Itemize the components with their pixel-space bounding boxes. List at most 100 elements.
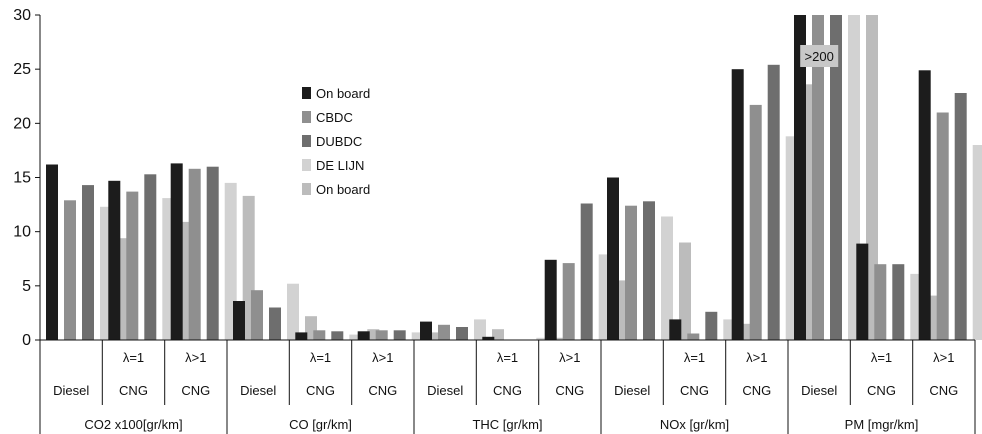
legend-label: On board bbox=[316, 86, 370, 101]
bar bbox=[313, 330, 326, 341]
fuel-label: CNG bbox=[555, 383, 584, 398]
bar bbox=[126, 191, 139, 340]
legend-label: DUBDC bbox=[316, 134, 362, 149]
bar bbox=[679, 242, 691, 340]
fuel-label: CNG bbox=[119, 383, 148, 398]
y-tick-label: 5 bbox=[22, 278, 31, 295]
bar bbox=[188, 168, 201, 340]
bar bbox=[607, 177, 619, 340]
legend-swatch bbox=[302, 159, 311, 171]
bar bbox=[108, 180, 121, 341]
condition-label: λ=1 bbox=[871, 350, 892, 365]
fuel-label: CNG bbox=[368, 383, 397, 398]
bar bbox=[474, 319, 486, 340]
bar bbox=[687, 333, 700, 340]
bar bbox=[936, 112, 949, 340]
fuel-label: CNG bbox=[867, 383, 896, 398]
y-tick-label: 30 bbox=[13, 7, 31, 24]
y-tick-label: 25 bbox=[13, 61, 31, 78]
bar bbox=[269, 307, 281, 340]
fuel-label: CNG bbox=[306, 383, 335, 398]
pollutant-label: PM [mgr/km] bbox=[845, 417, 919, 432]
axes-layer: 0 5 10 15 20 25 30 Diesel λ=1 CNG λ>1 CNG Diesel λ=1 C… bbox=[13, 7, 976, 434]
bar bbox=[918, 70, 931, 341]
annotation-box bbox=[800, 45, 839, 67]
annotations-layer: >200 bbox=[800, 45, 839, 67]
bar bbox=[46, 164, 58, 340]
bar bbox=[544, 259, 557, 340]
bar bbox=[580, 203, 593, 340]
condition-label: λ=1 bbox=[123, 350, 144, 365]
bar bbox=[643, 201, 655, 340]
condition-label: λ=1 bbox=[684, 350, 705, 365]
legend-label: DE LIJN bbox=[316, 158, 364, 173]
bar bbox=[224, 182, 237, 340]
bar bbox=[749, 104, 762, 341]
bar bbox=[661, 216, 673, 340]
condition-label: λ>1 bbox=[559, 350, 580, 365]
fuel-label: Diesel bbox=[614, 383, 650, 398]
bar bbox=[375, 330, 388, 341]
bar bbox=[892, 264, 905, 340]
bar bbox=[830, 15, 842, 340]
bar bbox=[705, 311, 718, 340]
legend-swatch bbox=[302, 111, 311, 123]
legend-swatch bbox=[302, 87, 311, 99]
bar bbox=[482, 336, 495, 341]
fuel-label: CNG bbox=[929, 383, 958, 398]
fuel-label: CNG bbox=[742, 383, 771, 398]
legend-swatch bbox=[302, 135, 311, 147]
bar bbox=[287, 283, 299, 340]
bar bbox=[233, 301, 245, 340]
bar bbox=[954, 93, 967, 340]
fuel-label: CNG bbox=[181, 383, 210, 398]
condition-label: λ>1 bbox=[185, 350, 206, 365]
bar bbox=[206, 166, 219, 340]
fuel-label: CNG bbox=[680, 383, 709, 398]
annotation-label: >200 bbox=[805, 49, 834, 64]
bar bbox=[438, 324, 450, 340]
bar bbox=[393, 330, 406, 341]
bar bbox=[866, 15, 878, 340]
bar bbox=[82, 185, 94, 340]
legend-swatch bbox=[302, 183, 311, 195]
bar bbox=[812, 15, 824, 340]
condition-label: λ>1 bbox=[746, 350, 767, 365]
bar bbox=[669, 319, 682, 340]
bar bbox=[367, 329, 380, 340]
y-tick-label: 10 bbox=[13, 224, 31, 241]
fuel-label: Diesel bbox=[240, 383, 276, 398]
bar bbox=[767, 64, 780, 341]
bar bbox=[562, 263, 575, 340]
bar bbox=[349, 334, 362, 340]
legend-label: CBDC bbox=[316, 110, 353, 125]
pollutant-label: THC [gr/km] bbox=[472, 417, 542, 432]
bar bbox=[456, 327, 468, 340]
bar bbox=[295, 332, 308, 340]
legend-label: On board bbox=[316, 182, 370, 197]
bar bbox=[492, 329, 504, 340]
bar bbox=[731, 69, 744, 340]
fuel-label: Diesel bbox=[427, 383, 463, 398]
bar bbox=[251, 290, 263, 340]
fuel-label: Diesel bbox=[53, 383, 89, 398]
condition-label: λ>1 bbox=[372, 350, 393, 365]
bar bbox=[794, 15, 806, 340]
condition-label: λ=1 bbox=[497, 350, 518, 365]
legend: On board CBDC DUBDC DE LIJN On board bbox=[302, 86, 370, 197]
pollutant-label: CO [gr/km] bbox=[289, 417, 352, 432]
bar bbox=[856, 243, 869, 340]
bar bbox=[625, 205, 637, 340]
bar bbox=[331, 331, 344, 340]
bar bbox=[170, 163, 183, 340]
bar bbox=[420, 321, 432, 340]
y-tick-label: 15 bbox=[13, 170, 31, 187]
bar bbox=[554, 337, 567, 340]
condition-label: λ=1 bbox=[310, 350, 331, 365]
bar bbox=[874, 264, 887, 340]
pollutant-label: NOx [gr/km] bbox=[660, 417, 729, 432]
fuel-label: CNG bbox=[493, 383, 522, 398]
bar bbox=[972, 145, 982, 340]
bar bbox=[536, 337, 549, 340]
